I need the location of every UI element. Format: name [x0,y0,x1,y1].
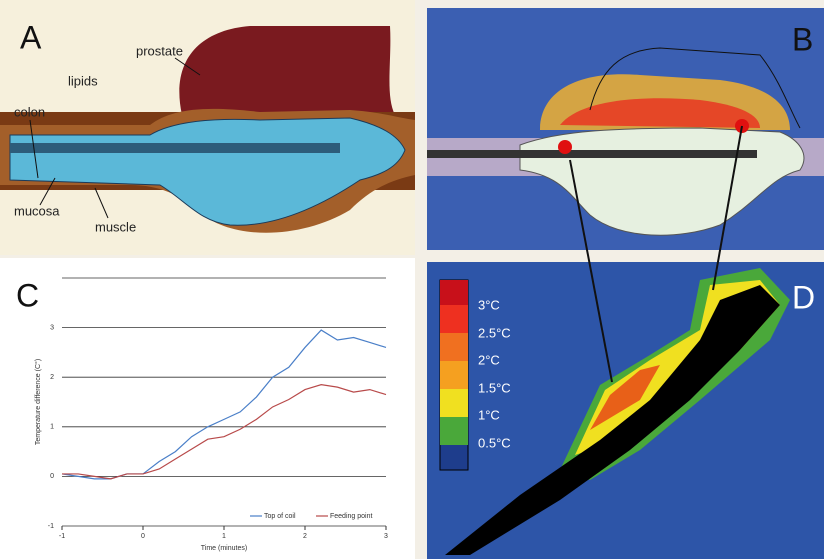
panel-a: A prostate lipids colon mucosa muscle [0,0,415,255]
y-tick-label: -1 [48,523,54,530]
label: prostate [136,43,183,58]
legend-label: Top of coil [264,513,296,520]
y-tick-label: 0 [50,473,54,480]
y-tick-label: 2 [50,374,54,381]
panel-c: C Time (minutes) Temperature difference … [0,258,415,559]
x-tick-label: 0 [141,533,145,540]
prostate-shape [179,26,395,115]
y-axis-label: Temperature difference (C°) [34,359,42,445]
x-tick-label: 3 [384,533,388,540]
x-tick-label: 1 [222,533,226,540]
label: lipids [68,73,98,88]
scale-label: 2.5°C [478,325,511,340]
scale-label: 3°C [478,297,500,312]
colorbar-swatch [440,417,468,445]
figure: A prostate lipids colon mucosa muscle B … [0,0,824,559]
panel-letter: D [792,279,815,315]
hotspot [558,140,572,154]
scale-label: 0.5°C [478,435,511,450]
colorbar-swatch [440,280,468,305]
y-tick-label: 1 [50,424,54,431]
x-axis-label: Time (minutes) [201,545,247,552]
scale-label: 2°C [478,352,500,367]
panel-letter: A [20,19,42,55]
colorbar-swatch [440,361,468,389]
colorbar-swatch [440,305,468,333]
catheter [427,150,757,158]
panel-letter: B [792,21,813,57]
catheter [10,143,340,153]
panel-letter: C [16,277,39,313]
scale-label: 1.5°C [478,380,511,395]
x-tick-label: 2 [303,533,307,540]
y-tick-label: 3 [50,324,54,331]
panel-b: B [427,8,824,250]
panel-d: 3°C 2.5°C 2°C 1.5°C 1°C 0.5°C D [427,262,824,559]
legend-label: Feeding point [330,513,372,520]
label: muscle [95,219,136,234]
label: colon [14,104,45,119]
colorbar-swatch [440,333,468,361]
x-tick-label: -1 [59,533,65,540]
colorbar-swatch [440,389,468,417]
scale-label: 1°C [478,407,500,422]
label: mucosa [14,203,60,218]
